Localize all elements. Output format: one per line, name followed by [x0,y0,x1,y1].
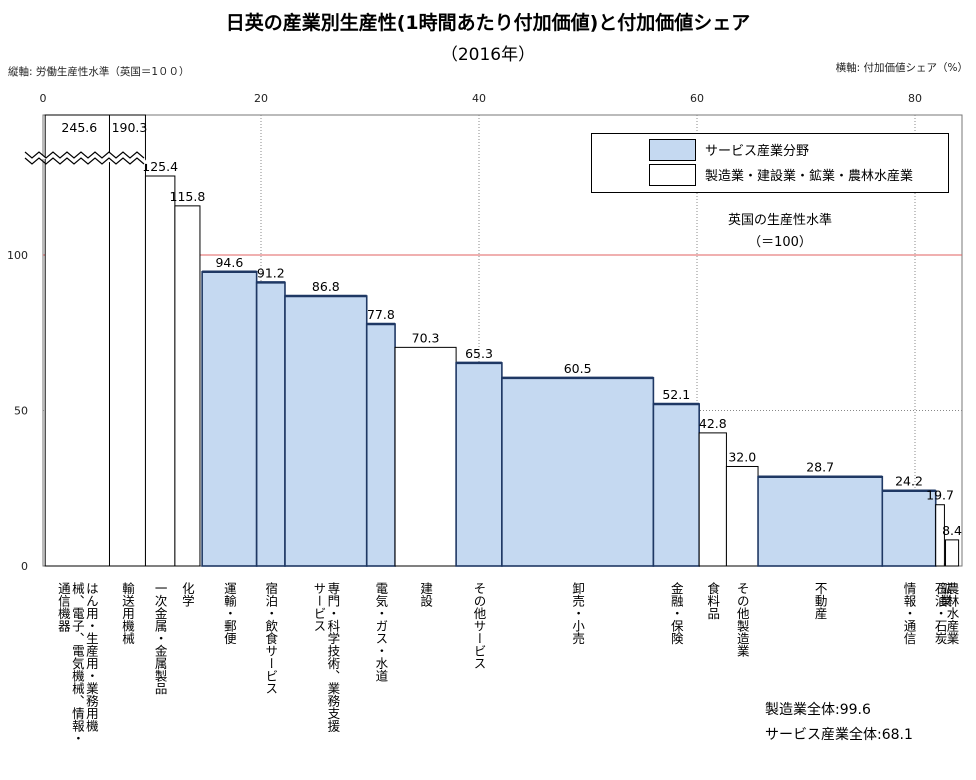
bar-18 [945,539,960,567]
category-label: 化学 [180,582,195,607]
x-tick-label: 60 [690,92,704,105]
bar-12 [698,432,727,567]
bar-value-label: 86.8 [312,279,340,294]
category-label: 一次金属・金属製品 [153,582,168,695]
summary-manufacturing: 製造業全体:99.6 [765,702,871,718]
reference-label-line2: （＝100） [748,235,812,250]
bar-2 [144,175,176,567]
chart-subtitle: （2016年） [440,45,536,65]
x-tick-label: 80 [908,92,922,105]
category-label: 電気・ガス・水道 [373,582,388,682]
bar-14 [757,475,884,567]
chart-title: 日英の産業別生産性(1時間あたり付加価値)と付加価値シェア [225,12,751,34]
legend-swatch-service [649,139,696,161]
y-tick-label: 100 [7,249,28,262]
axis-break-line-upper [24,151,145,159]
category-label: サービス [311,582,326,632]
bar-1 [108,114,146,567]
bar-13 [725,465,759,567]
bar-value-label: 60.5 [564,361,592,376]
x-tick-label: 0 [40,92,47,105]
bar-value-label: 52.1 [662,387,690,402]
bar-5 [255,281,286,567]
category-label: 鉱業 [937,581,952,607]
category-label: 食料品 [705,581,720,620]
bar-value-label: 28.7 [806,460,834,475]
bar-15 [881,489,937,567]
bar-value-label: 245.6 [61,120,97,135]
category-label: 運輸・郵便 [222,582,237,645]
reference-label-line1: 英国の生産性水準 [727,213,832,228]
category-label: その他製造業 [735,582,750,657]
bar-value-label: 77.8 [367,307,395,322]
category-label: 輸送用機械 [120,581,135,645]
bar-3 [174,205,201,567]
y-tick-label: 0 [21,560,28,573]
legend-label-other: 製造業・建設業・鉱業・農林水産業 [705,169,914,184]
category-label: 情報・通信 [902,582,917,645]
x-axis-note: 横軸: 付加価値シェア（%） [835,62,968,74]
category-label: 不動産 [813,582,828,620]
category-label: 建設 [418,582,433,607]
summary-service: サービス産業全体:68.1 [765,727,913,743]
category-label: 金融・保険 [669,581,684,645]
category-label: はん用・生産用・業務用機 [84,582,99,732]
bar-value-label: 70.3 [412,330,440,345]
bar-6 [284,295,368,567]
category-label: その他サービス [472,582,487,670]
bar-value-label: 32.0 [728,449,756,464]
x-tick-label: 40 [472,92,486,105]
bar-10 [501,377,655,567]
category-label: 専門・科学技術、業務支援 [325,582,340,733]
bar-value-label: 91.2 [257,265,285,280]
bar-value-label: 115.8 [170,189,206,204]
bar-0 [44,114,110,567]
axis-break-line-lower [24,157,145,165]
bar-16 [935,504,945,567]
bar-8 [394,346,457,567]
bar-4 [201,270,258,567]
bar-7 [365,323,396,567]
category-label: 宿泊・飲食サービス [263,581,278,695]
category-label: 通信機器 [56,582,71,633]
legend-label-service: サービス産業分野 [705,144,810,159]
category-label: 械、電子、電気機械、情報・ [70,581,85,745]
bar-value-label: 125.4 [142,159,178,174]
bar-value-label: 8.4 [942,523,962,538]
bar-value-label: 190.3 [112,120,148,135]
bar-value-label: 42.8 [699,416,727,431]
legend-swatch-other [649,164,696,186]
x-tick-label: 20 [254,92,268,105]
bar-value-label: 94.6 [215,255,243,270]
bar-9 [455,362,503,567]
category-label: 卸売・小売 [570,581,585,645]
bar-value-label: 24.2 [895,474,923,489]
bar-11 [652,403,700,567]
category-label: 農林水産業 [945,582,960,645]
legend: サービス産業分野 製造業・建設業・鉱業・農林水産業 [591,133,949,193]
bar-value-label: 19.7 [926,488,954,503]
category-label: 石油・石炭 [933,582,948,645]
bar-value-label: 65.3 [465,346,493,361]
y-tick-label: 50 [14,405,28,418]
y-axis-note: 縦軸: 労働生産性水準（英国＝1００） [8,66,190,78]
